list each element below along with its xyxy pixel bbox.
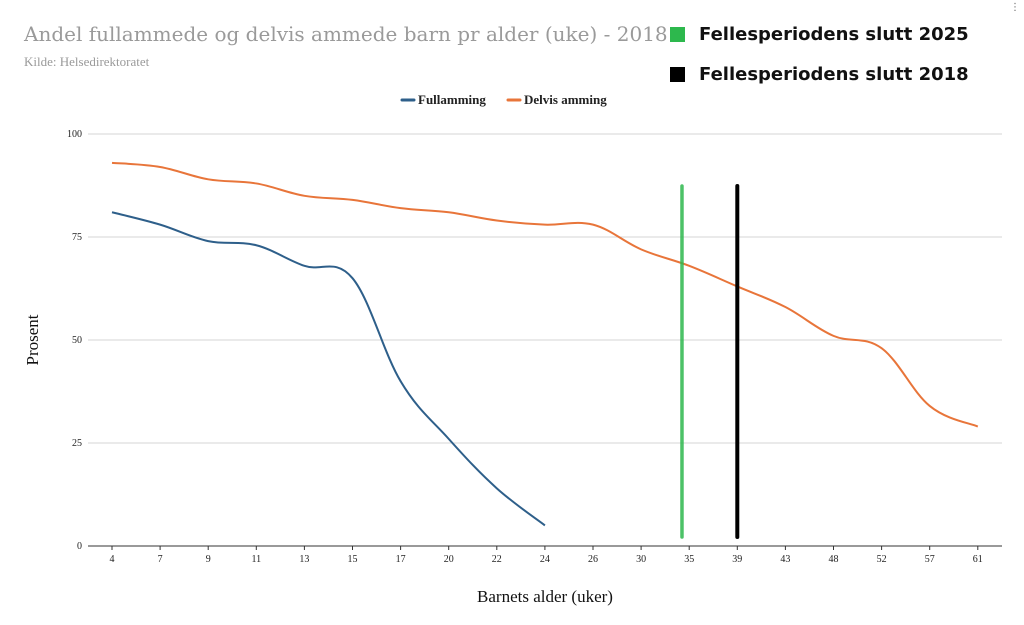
chart-subtitle: Kilde: Helsedirektoratet bbox=[24, 54, 150, 69]
y-tick-label: 25 bbox=[72, 438, 82, 449]
x-tick-label: 24 bbox=[540, 554, 550, 565]
x-tick-label: 20 bbox=[444, 554, 454, 565]
legend-label-fullamming: Fullamming bbox=[418, 92, 486, 107]
x-tick-label: 26 bbox=[588, 554, 598, 565]
x-tick-label: 17 bbox=[396, 554, 406, 565]
x-axis-label: Barnets alder (uker) bbox=[477, 587, 613, 606]
series-line-delvis-amming bbox=[111, 161, 979, 428]
y-tick-label: 75 bbox=[72, 232, 82, 243]
x-tick-label: 52 bbox=[877, 554, 887, 565]
marker-legend-item-2018: Fellesperiodens slutt 2018 bbox=[670, 54, 969, 94]
x-tick-label: 35 bbox=[684, 554, 694, 565]
x-tick-label: 30 bbox=[636, 554, 646, 565]
axis-layer: 0 25 50 75 100 4 7 9 11 13 15 17 20 22 24 26 30 35 39 43 48 5… bbox=[67, 129, 1002, 565]
y-tick-label: 50 bbox=[72, 335, 82, 346]
x-tick-label: 11 bbox=[251, 554, 261, 565]
series-legend: Fullamming Delvis amming bbox=[400, 92, 607, 107]
x-tick-label: 7 bbox=[158, 554, 163, 565]
y-axis-label: Prosent bbox=[23, 314, 42, 365]
series-layer bbox=[111, 161, 979, 527]
y-tick-label: 100 bbox=[67, 129, 82, 140]
x-tick-label: 9 bbox=[206, 554, 211, 565]
x-tick-label: 4 bbox=[110, 554, 115, 565]
x-tick-label: 15 bbox=[348, 554, 358, 565]
x-tick-label: 43 bbox=[780, 554, 790, 565]
marker-layer bbox=[680, 184, 740, 539]
y-tick-label: 0 bbox=[77, 541, 82, 552]
marker-legend: Fellesperiodens slutt 2025 Fellesperiode… bbox=[670, 14, 969, 94]
marker-legend-item-2025: Fellesperiodens slutt 2025 bbox=[670, 14, 969, 54]
x-tick-label: 48 bbox=[829, 554, 839, 565]
more-options-icon[interactable]: ⋮ bbox=[1010, 2, 1020, 13]
marker-2025-label: Fellesperiodens slutt 2025 bbox=[699, 23, 969, 45]
series-line-fullamming bbox=[111, 211, 546, 527]
x-tick-label: 39 bbox=[732, 554, 742, 565]
marker-2025-swatch bbox=[670, 26, 685, 42]
x-tick-label: 57 bbox=[925, 554, 935, 565]
marker-2018-swatch bbox=[670, 66, 685, 82]
chart-title: Andel fullammede og delvis ammede barn p… bbox=[24, 22, 668, 46]
x-tick-label: 22 bbox=[492, 554, 502, 565]
x-tick-label: 13 bbox=[299, 554, 309, 565]
marker-2018-label: Fellesperiodens slutt 2018 bbox=[699, 63, 969, 85]
x-tick-label: 61 bbox=[973, 554, 983, 565]
legend-label-delvis-amming: Delvis amming bbox=[524, 92, 607, 107]
